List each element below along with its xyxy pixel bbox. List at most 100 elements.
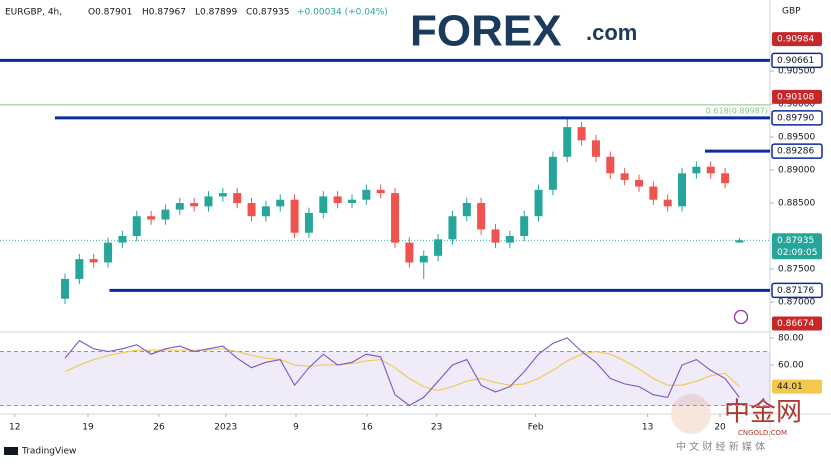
rsi-ma-line: [64, 348, 740, 392]
footer: TradingView: [21, 447, 76, 457]
x-tick-label: 13: [642, 423, 653, 433]
tv-icon: [4, 447, 18, 455]
x-tick-label: 16: [361, 423, 373, 433]
level-badge: [772, 316, 822, 331]
ohlc-high: H0.87967: [142, 8, 186, 18]
candle-body: [462, 203, 471, 217]
candle-body: [520, 216, 529, 237]
candle-body: [419, 255, 428, 263]
level-badge: [771, 110, 823, 126]
last-price-badge: [772, 233, 822, 260]
x-tick-label: 9: [293, 423, 299, 433]
level-label: 0.90661: [777, 56, 814, 66]
candle-body: [376, 189, 385, 194]
candle-body: [721, 173, 730, 184]
candle-body: [175, 203, 184, 210]
watermark-sub: 中 文 财 经 新 媒 体: [676, 440, 765, 453]
candle-body: [634, 179, 643, 187]
rsi-ma-label: 44.01: [777, 382, 803, 392]
rsi-tick-label: 80.00: [778, 333, 804, 343]
candle-body: [448, 216, 457, 240]
ohlc-close: C0.87935: [246, 8, 290, 18]
candle-body: [678, 173, 687, 207]
last-price-label: 0.87935: [777, 236, 814, 246]
rsi-tick-label: 60.00: [778, 360, 804, 370]
y-tick-label: 0.88500: [778, 199, 815, 209]
candle-body: [290, 199, 299, 233]
candle-body: [247, 203, 256, 217]
rsi-band: [0, 351, 770, 406]
candle-body: [505, 236, 514, 243]
candle-body: [606, 156, 615, 174]
y-tick-label: 0.89500: [778, 133, 815, 143]
ohlc-open: O0.87901: [88, 8, 132, 18]
candle-body: [75, 259, 84, 279]
candle-body: [347, 199, 356, 204]
candle-body: [61, 278, 70, 299]
rsi-ma-badge: [772, 379, 822, 394]
candle-body: [261, 206, 270, 217]
y-tick-label: 0.87500: [778, 265, 815, 275]
candle-body: [491, 229, 500, 243]
candle-body: [104, 242, 113, 263]
y-tick-label: 0.89000: [778, 166, 815, 176]
candle-body: [204, 196, 213, 207]
candle-body: [548, 156, 557, 190]
candle-body: [534, 189, 543, 217]
candle-body: [477, 203, 486, 230]
candle-body: [147, 216, 156, 220]
candle-body: [233, 193, 242, 204]
y-tick-label: 0.90500: [778, 67, 815, 77]
level-label: 0.89286: [777, 147, 814, 157]
x-tick-label: 2023: [214, 423, 237, 433]
watermark-site: CNGOLD.COM: [738, 429, 787, 437]
rsi-line: [64, 337, 740, 407]
candle-body: [663, 199, 672, 207]
candle-body: [319, 196, 328, 213]
level-badge: [771, 282, 823, 299]
candle-body: [218, 193, 227, 197]
level-label: 0.87176: [777, 286, 814, 296]
ohlc-low: L0.87899: [195, 8, 238, 18]
candle-body: [333, 196, 342, 204]
symbol-name: EURGBP, 4h,: [5, 8, 62, 18]
candle-body: [591, 140, 600, 157]
level-badge: [771, 143, 823, 159]
level-badge: [772, 89, 822, 104]
x-tick-label: 12: [9, 423, 20, 433]
candle-body: [118, 236, 127, 243]
logo-suffix: .com: [586, 20, 637, 45]
x-tick-label: 20: [714, 423, 726, 433]
currency: GBP: [782, 7, 801, 17]
level-label: 0.90108: [777, 92, 814, 102]
x-tick-label: Feb: [528, 423, 544, 433]
ohlc-change: +0.00034 (+0.04%): [297, 8, 388, 18]
x-tick-label: 19: [82, 423, 94, 433]
candle-body: [132, 216, 141, 237]
candle-body: [405, 242, 414, 263]
candle-body: [89, 259, 98, 263]
level-label: 0.90984: [777, 35, 814, 45]
candle-body: [577, 127, 586, 141]
candle-body: [706, 166, 715, 174]
candle-body: [304, 212, 313, 233]
x-tick-label: 26: [153, 423, 165, 433]
candle-body: [692, 166, 701, 174]
y-tick-label: 0.87000: [778, 298, 815, 308]
level-label: 0.89790: [777, 113, 814, 123]
candle-body: [190, 203, 199, 207]
candle-body: [735, 240, 744, 243]
level-badge: [771, 52, 823, 69]
level-label: 0.86674: [777, 319, 814, 329]
indicator-icon[interactable]: [733, 309, 749, 325]
candle-body: [649, 186, 658, 200]
candle-body: [362, 189, 371, 200]
x-tick-label: 23: [431, 423, 442, 433]
candle-body: [434, 239, 443, 256]
candle-body: [563, 127, 572, 157]
y-tick-label: 0.90000: [778, 100, 815, 110]
candle-body: [161, 209, 170, 220]
watermark-title: 中金网: [724, 398, 802, 428]
countdown: 02:09:05: [777, 248, 817, 258]
